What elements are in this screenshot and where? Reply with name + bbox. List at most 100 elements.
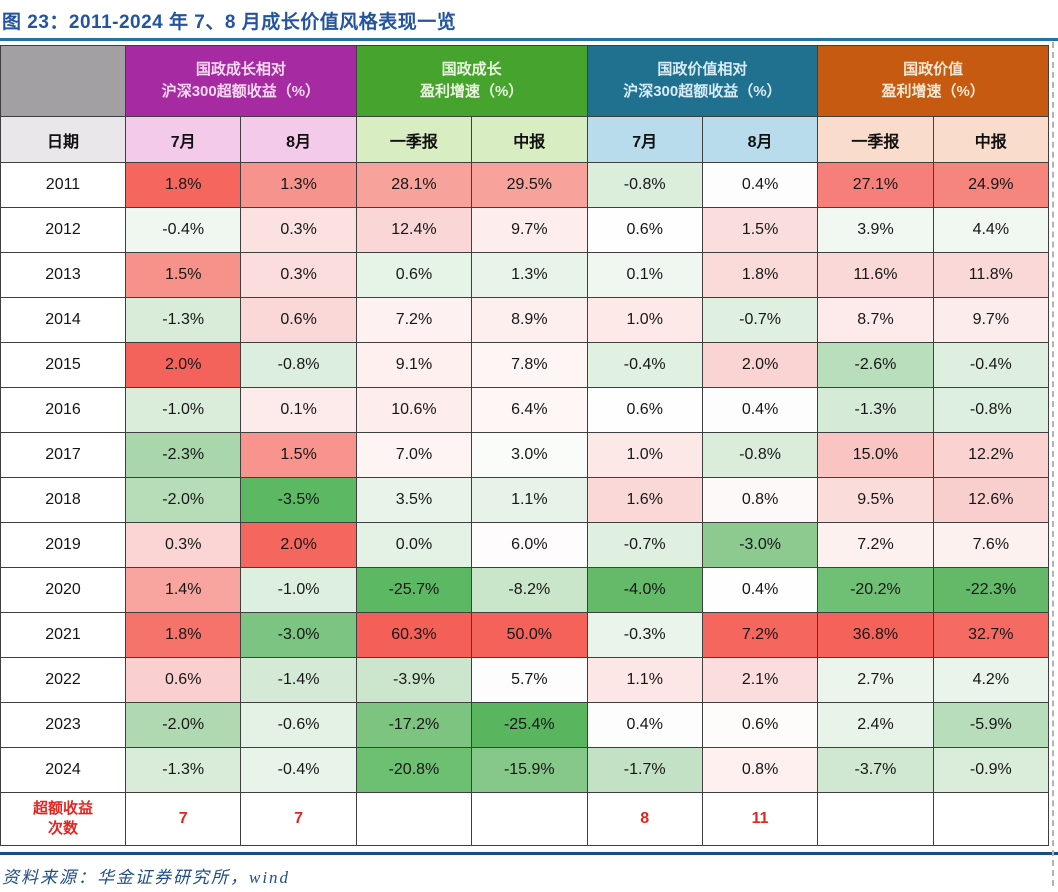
data-cell: -4.0% xyxy=(586,567,703,613)
title-divider xyxy=(0,38,1058,41)
data-cell: -0.9% xyxy=(932,747,1050,793)
table-row: 2017 -2.3% 1.5% 7.0% 3.0% 1.0% -0.8% 15.0% 12.2% xyxy=(0,432,1050,478)
data-cell: -3.9% xyxy=(355,657,473,703)
data-cell: 4.2% xyxy=(932,657,1050,703)
year-cell: 2019 xyxy=(0,522,126,568)
summary-cell xyxy=(471,792,588,846)
col-header-august: 8月 xyxy=(701,116,819,163)
data-cell: 2.4% xyxy=(817,702,934,748)
summary-cell xyxy=(355,792,473,846)
data-cell: -0.4% xyxy=(932,342,1050,388)
data-cell: 0.4% xyxy=(701,387,819,433)
group-header-growth-earnings: 国政成长 盈利增速（%） xyxy=(355,45,588,117)
data-cell: 1.8% xyxy=(701,252,819,298)
data-cell: 11.6% xyxy=(817,252,934,298)
data-cell: -25.4% xyxy=(471,702,588,748)
data-cell: 7.6% xyxy=(932,522,1050,568)
data-cell: -3.0% xyxy=(240,612,357,658)
data-cell: -1.7% xyxy=(586,747,703,793)
data-cell: 3.5% xyxy=(355,477,473,523)
table-row: 2021 1.8% -3.0% 60.3% 50.0% -0.3% 7.2% 36.8% 32.… xyxy=(0,612,1050,658)
data-cell: 9.1% xyxy=(355,342,473,388)
summary-cell: 11 xyxy=(701,792,819,846)
data-cell: 3.0% xyxy=(471,432,588,478)
data-cell: -15.9% xyxy=(471,747,588,793)
table-row: 2015 2.0% -0.8% 9.1% 7.8% -0.4% 2.0% -2.6% -0.4% xyxy=(0,342,1050,388)
col-header-july: 7月 xyxy=(124,116,242,163)
data-cell: 2.0% xyxy=(701,342,819,388)
data-cell: -0.8% xyxy=(586,162,703,208)
data-cell: 15.0% xyxy=(817,432,934,478)
data-cell: 7.2% xyxy=(355,297,473,343)
data-cell: -3.7% xyxy=(817,747,934,793)
data-cell: -8.2% xyxy=(471,567,588,613)
data-cell: -1.3% xyxy=(817,387,934,433)
data-cell: 1.5% xyxy=(240,432,357,478)
data-cell: 0.6% xyxy=(586,387,703,433)
column-header-row: 日期 7月 8月 一季报 中报 7月 8月 一季报 中报 xyxy=(0,116,1050,163)
data-cell: 1.1% xyxy=(586,657,703,703)
table-row: 2018 -2.0% -3.5% 3.5% 1.1% 1.6% 0.8% 9.5% 12.6% xyxy=(0,477,1050,523)
group-label-line: 盈利增速（%） xyxy=(881,83,985,100)
data-cell: -0.7% xyxy=(701,297,819,343)
year-cell: 2024 xyxy=(0,747,126,793)
data-cell: -20.2% xyxy=(817,567,934,613)
group-header-row: 国政成长相对 沪深300超额收益（%） 国政成长 盈利增速（%） 国政价值相对 … xyxy=(0,45,1049,117)
data-cell: 9.7% xyxy=(932,297,1050,343)
table-row: 2020 1.4% -1.0% -25.7% -8.2% -4.0% 0.4% -20.2% -… xyxy=(0,567,1050,613)
data-cell: 0.4% xyxy=(701,162,819,208)
data-cell: -5.9% xyxy=(932,702,1050,748)
data-cell: 4.4% xyxy=(932,207,1050,253)
summary-cell xyxy=(817,792,934,846)
data-cell: -0.4% xyxy=(124,207,242,253)
data-cell: 1.5% xyxy=(124,252,242,298)
summary-cell xyxy=(932,792,1050,846)
data-cell: -2.6% xyxy=(817,342,934,388)
data-cell: 9.5% xyxy=(817,477,934,523)
table-row: 2019 0.3% 2.0% 0.0% 6.0% -0.7% -3.0% 7.2% 7.6% xyxy=(0,522,1050,568)
data-cell: 29.5% xyxy=(471,162,588,208)
data-cell: 11.8% xyxy=(932,252,1050,298)
footer-divider xyxy=(0,852,1058,855)
data-cell: 8.9% xyxy=(471,297,588,343)
group-label-line: 国政成长相对 xyxy=(195,60,286,78)
year-cell: 2020 xyxy=(0,567,126,613)
data-cell: -3.5% xyxy=(240,477,357,523)
data-cell: 2.1% xyxy=(701,657,819,703)
data-cell: 0.6% xyxy=(240,297,357,343)
data-cell: 0.1% xyxy=(240,387,357,433)
page-edge-guide xyxy=(1052,42,1054,886)
data-cell: 5.7% xyxy=(471,657,588,703)
summary-cell: 7 xyxy=(124,792,242,846)
data-cell: -0.4% xyxy=(240,747,357,793)
summary-row: 超额收益 次数 7 7 8 11 xyxy=(0,792,1050,846)
data-cell: 9.7% xyxy=(471,207,588,253)
table-row: 2014 -1.3% 0.6% 7.2% 8.9% 1.0% -0.7% 8.7% 9.7% xyxy=(0,297,1050,343)
data-cell: -17.2% xyxy=(355,702,473,748)
table-row: 2016 -1.0% 0.1% 10.6% 6.4% 0.6% 0.4% -1.3% -0.8% xyxy=(0,387,1050,433)
data-cell: 0.4% xyxy=(586,702,703,748)
data-cell: 1.1% xyxy=(471,477,588,523)
data-cell: 12.2% xyxy=(932,432,1050,478)
group-label-line: 沪深300超额收益（%） xyxy=(161,83,321,100)
data-cell: 0.3% xyxy=(240,207,357,253)
year-cell: 2015 xyxy=(0,342,126,388)
data-cell: 27.1% xyxy=(817,162,934,208)
data-cell: -3.0% xyxy=(701,522,819,568)
data-cell: -0.8% xyxy=(932,387,1050,433)
data-cell: 1.5% xyxy=(701,207,819,253)
data-cell: 12.6% xyxy=(932,477,1050,523)
data-cell: 0.6% xyxy=(355,252,473,298)
table-row: 2022 0.6% -1.4% -3.9% 5.7% 1.1% 2.1% 2.7% 4.2% xyxy=(0,657,1050,703)
data-cell: -1.4% xyxy=(240,657,357,703)
data-cell: -0.6% xyxy=(240,702,357,748)
summary-cell: 8 xyxy=(586,792,703,846)
col-header-interim: 中报 xyxy=(471,116,588,163)
table-row: 2023 -2.0% -0.6% -17.2% -25.4% 0.4% 0.6% 2.4% -5… xyxy=(0,702,1050,748)
col-header-q1: 一季报 xyxy=(355,116,473,163)
data-cell: 2.7% xyxy=(817,657,934,703)
source-note: 资料来源：华金证券研究所，wind xyxy=(2,868,291,887)
year-cell: 2016 xyxy=(0,387,126,433)
corner-cell xyxy=(0,45,126,117)
